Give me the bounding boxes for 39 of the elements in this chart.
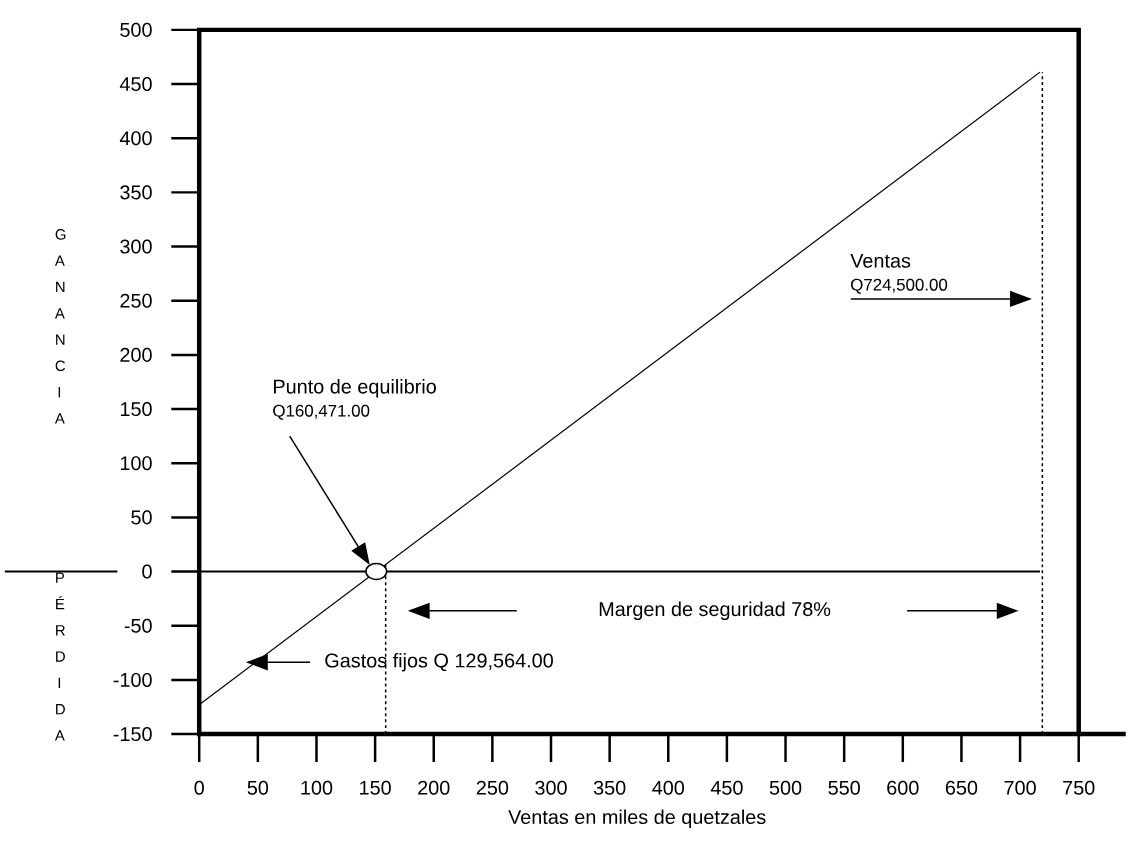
y-tick-label: 500 <box>120 23 152 38</box>
x-tick-label: 150 <box>360 780 391 795</box>
x-tick-label: 650 <box>945 780 978 795</box>
x-tick-label: 100 <box>301 780 333 795</box>
annotation: Q724,500.00 <box>851 278 948 294</box>
y-tick-label: -150 <box>113 727 152 742</box>
text: P É R D I D A <box>54 572 65 741</box>
y-tick-label: 350 <box>120 185 152 200</box>
x-tick-label: 500 <box>769 780 802 795</box>
x-tick-label: 50 <box>247 780 269 795</box>
y-tick-label: 300 <box>120 239 152 254</box>
x-tick-label: 200 <box>418 780 450 795</box>
x-tick-label: 450 <box>710 780 743 795</box>
annotation: Ventas <box>850 254 911 268</box>
y-tick-label: 250 <box>120 293 152 308</box>
y-tick-label: -100 <box>113 673 152 688</box>
x-tick-label: 400 <box>652 780 685 795</box>
y-axis-title: G A N A N C I A <box>54 229 66 424</box>
annotation: Margen de seguridad 78% <box>599 601 831 621</box>
y-tick-label: 200 <box>120 348 152 363</box>
x-tick-label: 250 <box>476 780 509 795</box>
x-tick-label: 0 <box>194 780 204 795</box>
x-tick-label: 600 <box>887 780 919 795</box>
y-tick-label: -50 <box>124 618 152 633</box>
x-tick-label: 550 <box>828 780 860 795</box>
y-tick-label: 400 <box>119 131 152 146</box>
y-tick-label: 0 <box>142 564 152 579</box>
y-tick-label: 50 <box>131 510 152 525</box>
y-tick-label: 450 <box>119 77 152 92</box>
x-tick-label: 750 <box>1063 780 1095 795</box>
y-tick-label: 100 <box>120 456 152 471</box>
annotation: Q160,471.00 <box>273 404 370 420</box>
x-tick-label: 300 <box>535 780 567 795</box>
annotation: Punto de equilibrio <box>274 379 436 398</box>
x-axis-title: Ventas en miles de quetzales <box>508 809 766 829</box>
x-tick-label: 700 <box>1004 780 1036 795</box>
annotation: Gastos fijos Q 129,564.00 <box>325 653 553 672</box>
x-tick-label: 350 <box>593 780 626 795</box>
y-tick-label: 150 <box>120 402 152 417</box>
